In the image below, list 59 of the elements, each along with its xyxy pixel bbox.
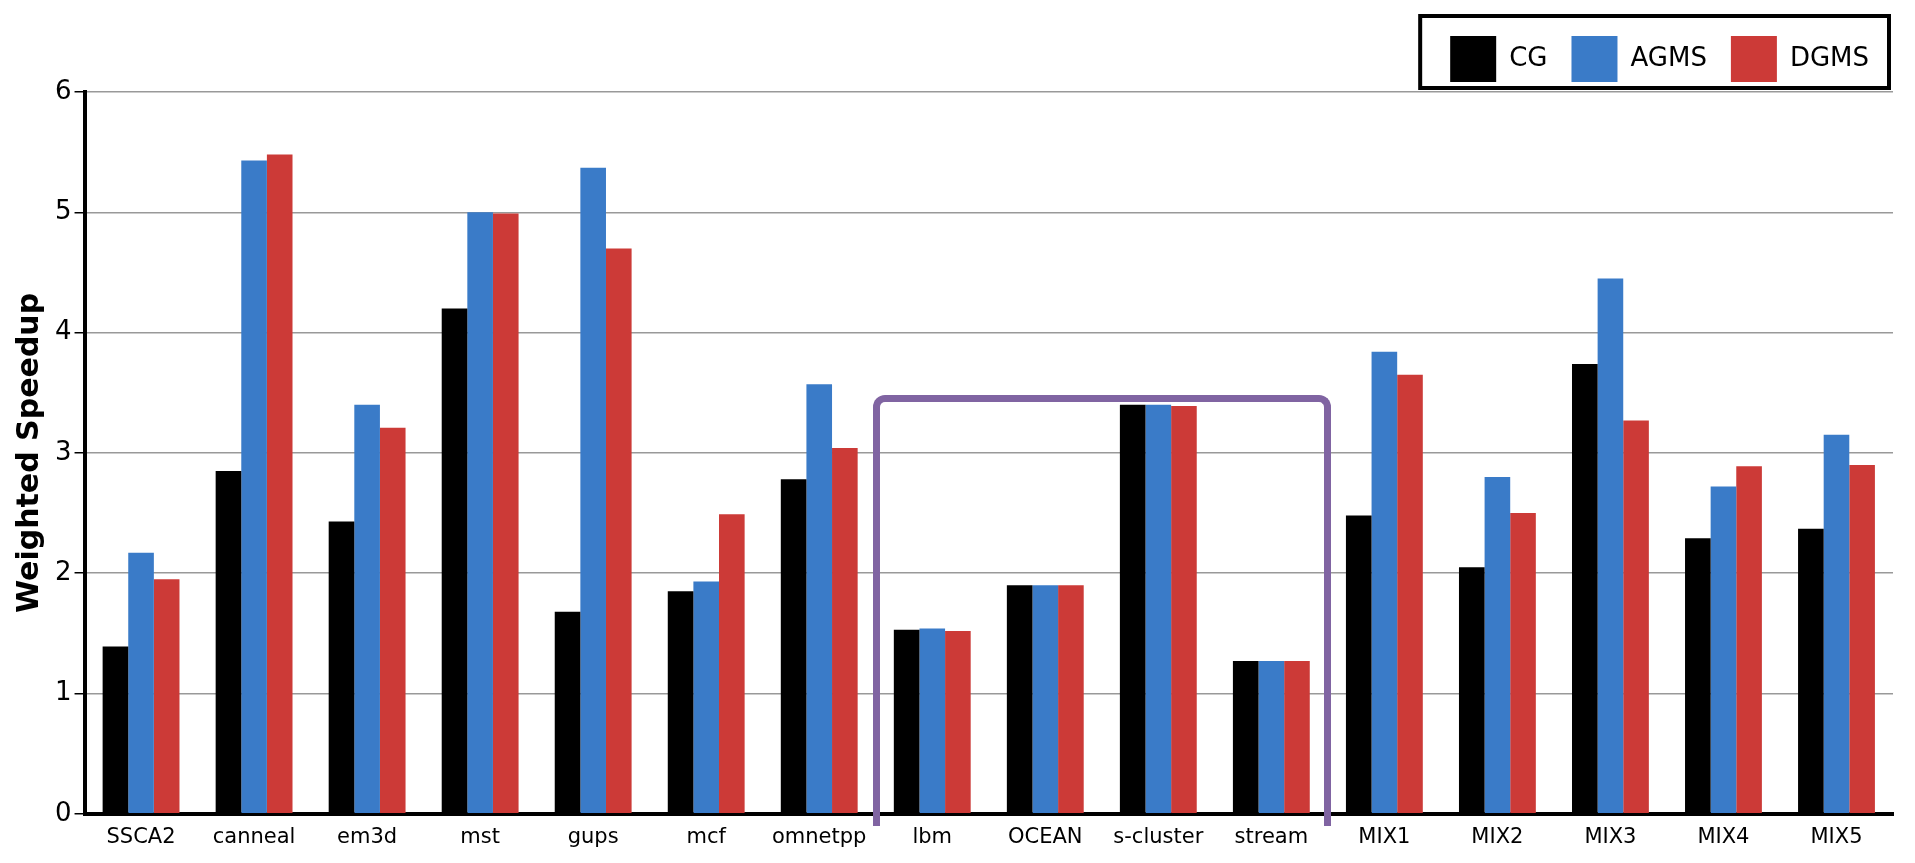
bar <box>1849 464 1875 814</box>
bar <box>1397 374 1423 814</box>
bar <box>719 514 745 814</box>
bar <box>1510 513 1536 814</box>
x-tick-label: omnetpp <box>772 823 867 848</box>
bar <box>241 160 267 814</box>
bar <box>1736 466 1762 814</box>
x-tick-label: gups <box>567 823 619 848</box>
x-tick-label: OCEAN <box>1008 823 1083 848</box>
x-tick-label: mcf <box>686 823 727 848</box>
bar <box>266 154 293 814</box>
bar <box>1823 434 1850 814</box>
bar <box>693 581 720 814</box>
bar <box>1058 585 1084 814</box>
bar <box>1171 405 1197 814</box>
bar <box>492 213 519 814</box>
bar <box>128 552 154 814</box>
y-tick-label: 1 <box>55 676 72 707</box>
bar <box>605 248 632 814</box>
bar <box>1623 420 1649 814</box>
y-tick-label: 4 <box>55 315 72 346</box>
bar <box>1145 404 1172 814</box>
x-tick-label: MIX2 <box>1471 823 1524 848</box>
bar <box>806 384 833 814</box>
legend-label: DGMS <box>1789 41 1869 72</box>
x-tick-label: mst <box>460 823 500 848</box>
y-tick-label: 3 <box>55 435 72 466</box>
bar <box>1597 278 1624 814</box>
y-tick-label: 5 <box>55 195 72 226</box>
bar <box>467 212 493 814</box>
x-tick-label: em3d <box>337 823 398 848</box>
bar <box>1371 351 1398 814</box>
y-tick-label: 0 <box>55 796 72 827</box>
x-tick-label: canneal <box>212 823 296 848</box>
x-tick-label: MIX3 <box>1584 823 1637 848</box>
y-tick-label: 2 <box>55 555 72 586</box>
legend-label: AGMS <box>1630 41 1707 72</box>
y-tick-label: 6 <box>55 74 72 105</box>
bar <box>1710 486 1737 814</box>
x-tick-label: MIX1 <box>1358 823 1411 848</box>
bar <box>1258 661 1285 814</box>
bar <box>919 628 946 814</box>
bar <box>379 427 406 814</box>
x-tick-label: MIX5 <box>1810 823 1863 848</box>
y-axis-title: Weighted Speedup <box>9 292 45 613</box>
legend-label: CG <box>1509 41 1548 72</box>
bar <box>832 448 858 814</box>
x-tick-label: stream <box>1234 823 1309 848</box>
bar <box>153 579 180 814</box>
bar <box>1284 661 1310 814</box>
bar <box>1484 476 1511 814</box>
bar <box>1032 585 1059 814</box>
x-tick-label: MIX4 <box>1697 823 1750 848</box>
bar <box>354 404 380 814</box>
bar <box>580 167 606 814</box>
x-tick-label: lbm <box>912 823 953 848</box>
bar <box>945 630 971 814</box>
x-tick-label: SSCA2 <box>106 823 176 848</box>
x-tick-label: s-cluster <box>1113 823 1204 848</box>
